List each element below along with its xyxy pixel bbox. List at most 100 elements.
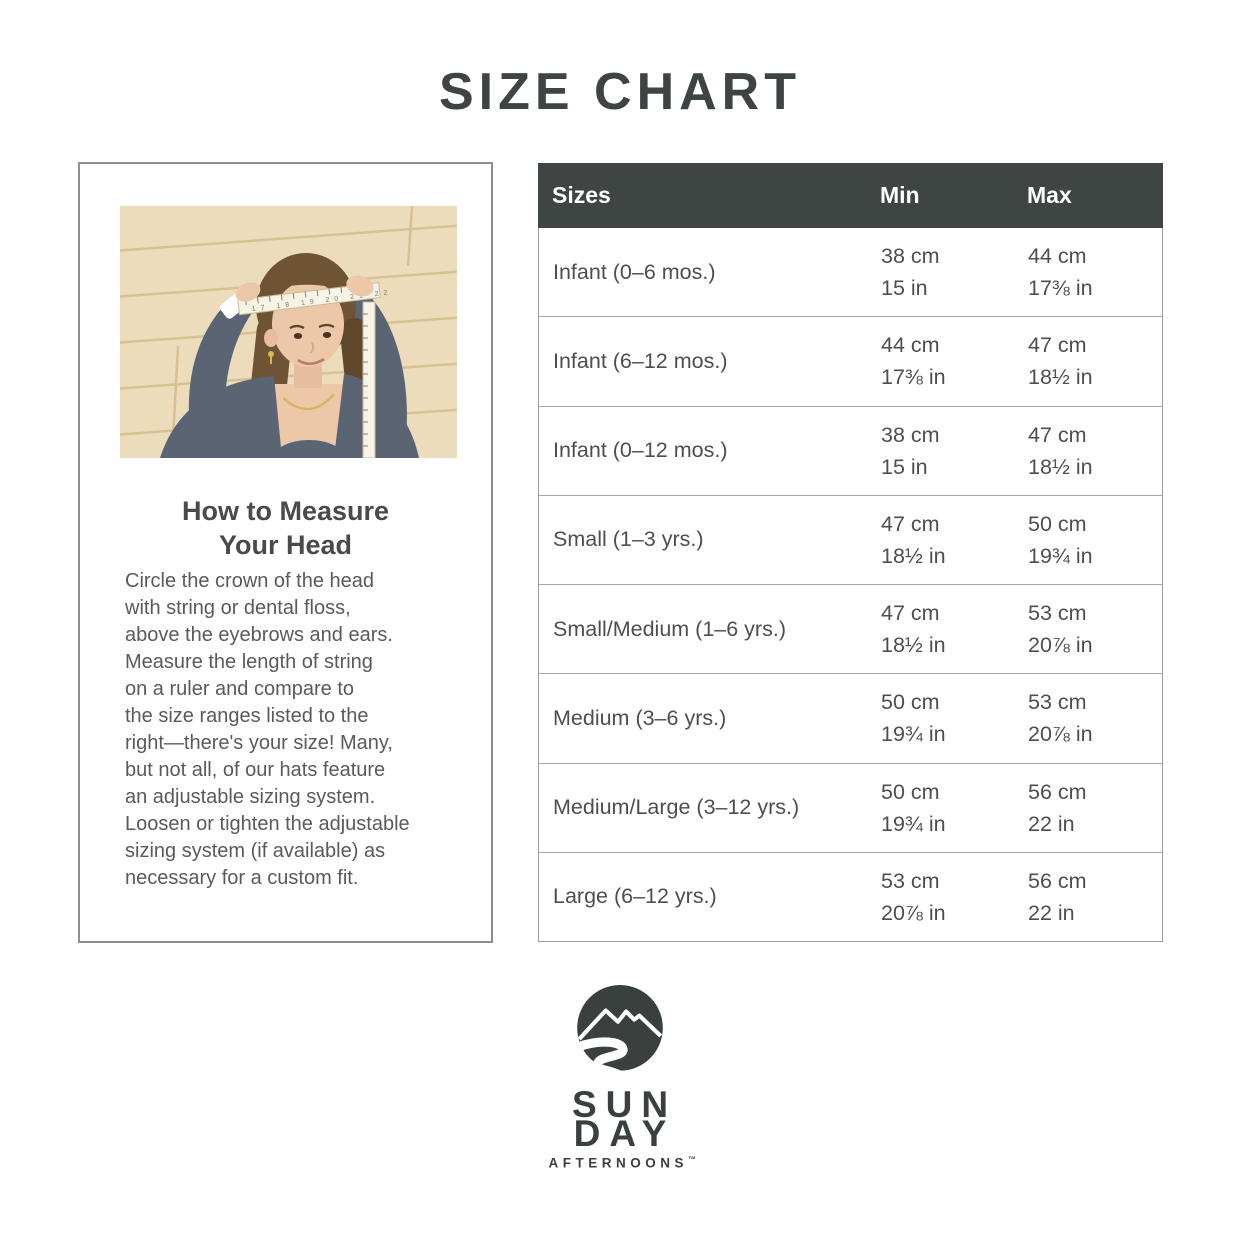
- howto-heading-line2: Your Head: [218, 530, 353, 560]
- instruction-line: Measure the length of string: [125, 651, 373, 673]
- min-value: 38 cm 15 in: [881, 240, 1028, 304]
- sweater-right: [334, 374, 419, 458]
- size-table: Sizes Min Max Infant (0–6 mos.) 38 cm 15…: [538, 163, 1163, 942]
- min-value: 44 cm 17⅜ in: [881, 329, 1028, 393]
- min-cm: 38 cm: [881, 244, 940, 269]
- max-value: 56 cm 22 in: [1028, 865, 1164, 929]
- table-row: Medium/Large (3–12 yrs.) 50 cm 19¾ in 56…: [539, 762, 1164, 852]
- min-cm: 50 cm: [881, 779, 940, 804]
- size-label: Small (1–3 yrs.): [553, 527, 704, 552]
- max-value: 53 cm 20⅞ in: [1028, 597, 1164, 661]
- eyebrow-left: [289, 324, 305, 329]
- min-in: 20⅞ in: [881, 900, 946, 925]
- max-in: 18½ in: [1028, 454, 1093, 479]
- max-in: 19¾ in: [1028, 543, 1093, 568]
- instruction-line: Loosen or tighten the adjustable: [125, 813, 410, 835]
- size-label: Infant (6–12 mos.): [553, 348, 728, 373]
- size-label: Infant (0–12 mos.): [553, 438, 728, 463]
- instruction-line: Circle the crown of the head: [125, 570, 375, 592]
- mountain-icon: [577, 1008, 663, 1041]
- max-value: 53 cm 20⅞ in: [1028, 686, 1164, 750]
- necklace: [282, 393, 335, 411]
- instruction-line: right—there's your size! Many,: [125, 732, 393, 754]
- max-cm: 47 cm: [1028, 422, 1087, 447]
- how-to-measure-photo: 17 18 19 20 21 22: [99, 205, 481, 459]
- measure-photo-illustration: 17 18 19 20 21 22: [99, 205, 481, 459]
- min-cm: 53 cm: [881, 868, 940, 893]
- min-value: 50 cm 19¾ in: [881, 686, 1028, 750]
- max-in: 17⅜ in: [1028, 276, 1093, 301]
- max-cm: 47 cm: [1028, 333, 1087, 358]
- table-row: Infant (6–12 mos.) 44 cm 17⅜ in 47 cm 18…: [539, 316, 1162, 405]
- page-title: SIZE CHART: [439, 63, 801, 121]
- left-hand: [235, 282, 261, 302]
- table-row: Large (6–12 yrs.) 53 cm 20⅞ in 56 cm 22 …: [539, 851, 1164, 941]
- sweater-front: [270, 440, 348, 458]
- instruction-line: but not all, of our hats feature: [125, 759, 386, 781]
- max-cm: 56 cm: [1028, 779, 1087, 804]
- how-to-measure-panel: 17 18 19 20 21 22: [78, 162, 493, 943]
- max-value: 50 cm 19¾ in: [1028, 508, 1164, 572]
- column-header-max: Max: [1027, 182, 1072, 208]
- mouth: [297, 357, 325, 366]
- table-row: Small (1–3 yrs.) 47 cm 18½ in 50 cm 19¾ …: [539, 494, 1164, 584]
- instruction-line: an adjustable sizing system.: [125, 786, 376, 808]
- howto-heading: How to Measure Your Head: [80, 494, 491, 562]
- eye-left: [293, 333, 303, 339]
- sweater-left: [160, 376, 282, 458]
- min-cm: 47 cm: [881, 601, 940, 626]
- max-cm: 44 cm: [1028, 244, 1087, 269]
- min-cm: 38 cm: [881, 422, 940, 447]
- right-hand: [346, 275, 374, 297]
- min-value: 47 cm 18½ in: [881, 508, 1028, 572]
- column-header-sizes: Sizes: [552, 182, 611, 208]
- max-value: 47 cm 18½ in: [1028, 329, 1164, 393]
- max-in: 20⅞ in: [1028, 633, 1093, 658]
- min-in: 18½ in: [881, 543, 946, 568]
- max-value: 47 cm 18½ in: [1028, 419, 1164, 483]
- min-value: 47 cm 18½ in: [881, 597, 1028, 661]
- sunday-afternoons-logo-mark: [575, 985, 663, 1087]
- max-value: 44 cm 17⅜ in: [1028, 240, 1164, 304]
- min-value: 53 cm 20⅞ in: [881, 865, 1028, 929]
- instruction-line: with string or dental floss,: [125, 597, 351, 619]
- logo-word-afternoons: AFTERNOONS™: [548, 1155, 697, 1171]
- logo-wordmark: SUN DAY AFTERNOONS™: [544, 1084, 697, 1171]
- max-in: 18½ in: [1028, 365, 1093, 390]
- table-row: Infant (0–12 mos.) 38 cm 15 in 47 cm 18½…: [539, 405, 1164, 495]
- sunday-afternoons-logo: SUN DAY AFTERNOONS™: [0, 984, 1240, 1171]
- size-table-body: Infant (0–6 mos.) 38 cm 15 in 44 cm 17⅜ …: [539, 228, 1162, 941]
- min-in: 19¾ in: [881, 811, 946, 836]
- min-value: 50 cm 19¾ in: [881, 776, 1028, 840]
- min-in: 15 in: [881, 276, 928, 301]
- min-in: 19¾ in: [881, 722, 946, 747]
- size-label: Large (6–12 yrs.): [553, 884, 717, 909]
- column-header-min: Min: [880, 182, 920, 208]
- size-table-header: Sizes Min Max: [538, 163, 1163, 228]
- max-cm: 53 cm: [1028, 690, 1087, 715]
- instruction-line: above the eyebrows and ears.: [125, 624, 393, 646]
- logo-word-sun: SUN: [571, 1084, 678, 1125]
- max-in: 22 in: [1028, 900, 1075, 925]
- size-label: Small/Medium (1–6 yrs.): [553, 616, 786, 641]
- eyebrow-right: [318, 323, 335, 328]
- min-cm: 44 cm: [881, 333, 940, 358]
- table-row: Medium (3–6 yrs.) 50 cm 19¾ in 53 cm 20⅞…: [539, 673, 1162, 762]
- howto-heading-line1: How to Measure: [181, 496, 390, 526]
- max-cm: 53 cm: [1028, 601, 1087, 626]
- min-in: 18½ in: [881, 633, 946, 658]
- nose: [309, 341, 315, 354]
- max-in: 22 in: [1028, 811, 1075, 836]
- max-in: 20⅞ in: [1028, 722, 1093, 747]
- eye-right: [322, 332, 332, 338]
- max-value: 56 cm 22 in: [1028, 776, 1164, 840]
- earring: [268, 351, 274, 357]
- table-row: Small/Medium (1–6 yrs.) 47 cm 18½ in 53 …: [539, 584, 1162, 673]
- howto-instructions: Circle the crown of the head with string…: [125, 568, 477, 892]
- min-cm: 50 cm: [881, 690, 940, 715]
- size-label: Infant (0–6 mos.): [553, 259, 716, 284]
- max-cm: 56 cm: [1028, 868, 1087, 893]
- instruction-line: the size ranges listed to the: [125, 705, 369, 727]
- instruction-line: on a ruler and compare to: [125, 678, 355, 700]
